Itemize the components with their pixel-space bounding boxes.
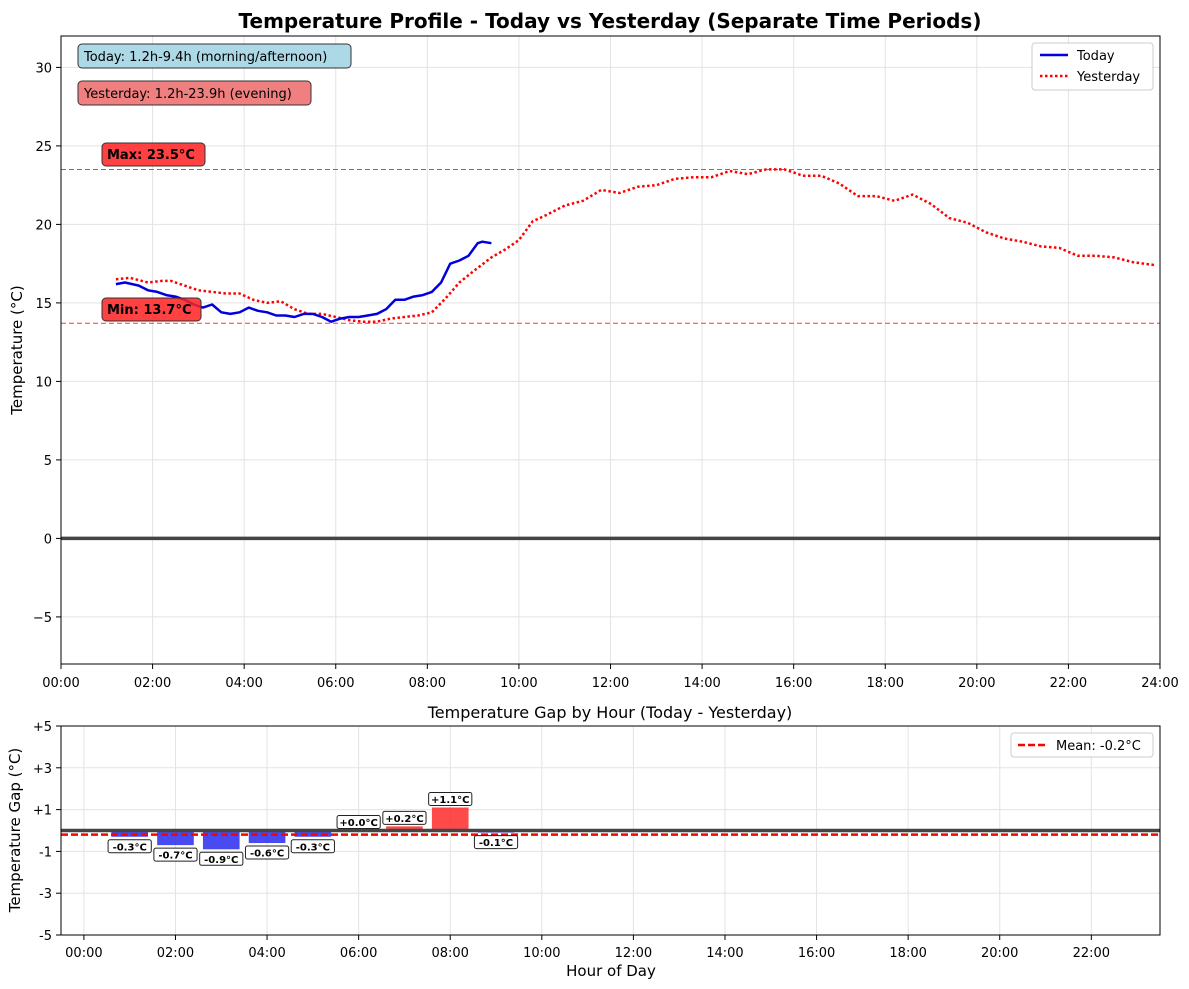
gap-bar xyxy=(111,830,149,837)
top-x-tick-label: 22:00 xyxy=(1050,676,1087,691)
top-x-tick-label: 06:00 xyxy=(317,676,354,691)
bottom-x-axis: 00:00 02:00 04:00 06:00 08:00 10:00 12:00 14:00… xyxy=(65,935,1110,961)
bottom-y-tick-label: +1 xyxy=(33,804,52,819)
gap-bar xyxy=(157,830,194,846)
top-y-tick-label: 10 xyxy=(35,375,52,390)
bottom-x-tick-label: 06:00 xyxy=(340,946,377,961)
gap-bar-label-box xyxy=(336,815,381,829)
bottom-y-tick-label: -3 xyxy=(39,887,52,902)
bottom-x-tick-label: 18:00 xyxy=(889,946,926,961)
top-chart-title: Temperature Profile - Today vs Yesterday… xyxy=(239,9,982,33)
top-legend: Today Yesterday xyxy=(1031,42,1154,91)
gap-bar-label: +0.2°C xyxy=(385,814,423,825)
top-y-tick-label: 5 xyxy=(44,454,52,469)
gap-bar-label-box xyxy=(382,810,427,825)
gap-bar-label: -0.3°C xyxy=(113,842,147,853)
gap-bar-label: -0.6°C xyxy=(250,849,284,860)
top-x-tick-label: 04:00 xyxy=(225,676,262,691)
series-line-yesterday xyxy=(115,168,1156,323)
legend-mean-label: Mean: -0.2°C xyxy=(1056,739,1141,754)
today-info-box-bg xyxy=(77,43,352,69)
max-label-text: Max: 23.5°C xyxy=(107,148,195,163)
gap-bar xyxy=(248,830,286,844)
top-x-axis: 00:00 02:00 04:00 06:00 08:00 10:00 12:00 14:00… xyxy=(42,664,1179,691)
bottom-x-tick-label: 12:00 xyxy=(615,946,652,961)
bottom-x-tick-label: 10:00 xyxy=(523,946,560,961)
top-x-tick-label: 20:00 xyxy=(958,676,995,691)
yesterday-info-box: Yesterday: 1.2h-23.9h (evening) xyxy=(77,80,312,106)
bottom-x-tick-label: 08:00 xyxy=(431,946,468,961)
max-label-box: Max: 23.5°C xyxy=(101,142,206,167)
gap-bar-label: -0.1°C xyxy=(479,838,513,849)
gap-bar-label-box xyxy=(473,835,519,850)
gap-bar-label-box xyxy=(244,845,290,860)
bottom-x-tick-label: 16:00 xyxy=(798,946,835,961)
legend-yesterday-label: Yesterday xyxy=(1076,70,1140,85)
top-x-tick-label: 08:00 xyxy=(409,676,446,691)
bottom-y-tick-label: -1 xyxy=(39,845,52,860)
min-label-bg xyxy=(101,297,202,322)
bottom-x-tick-label: 14:00 xyxy=(706,946,743,961)
top-x-tick-label: 18:00 xyxy=(867,676,904,691)
gap-bar-label-box xyxy=(199,851,244,866)
bottom-legend: Mean: -0.2°C xyxy=(1010,732,1154,758)
bottom-legend-box xyxy=(1010,732,1154,758)
bottom-chart-title: Temperature Gap by Hour (Today - Yesterd… xyxy=(427,703,793,722)
bottom-reference-lines xyxy=(61,828,1160,836)
legend-today-label: Today xyxy=(1076,49,1115,64)
bottom-x-axis-label: Hour of Day xyxy=(566,962,656,980)
gap-bar-label: +0.0°C xyxy=(339,818,377,829)
bottom-bar-labels: -0.3°C -0.7°C -0.9°C -0.6°C -0.3°C +0.0°C +0.2… xyxy=(107,792,519,866)
top-x-tick-label: 00:00 xyxy=(42,676,79,691)
top-x-tick-label: 14:00 xyxy=(683,676,720,691)
gap-bar-label-box xyxy=(153,847,198,862)
top-x-tick-label: 02:00 xyxy=(134,676,171,691)
yesterday-info-text: Yesterday: 1.2h-23.9h (evening) xyxy=(83,87,292,102)
min-label-text: Min: 13.7°C xyxy=(107,303,192,318)
bottom-plot-frame xyxy=(60,725,1161,936)
bottom-x-tick-label: 02:00 xyxy=(157,946,194,961)
top-y-axis-label: Temperature (°C) xyxy=(8,285,26,415)
today-info-box: Today: 1.2h-9.4h (morning/afternoon) xyxy=(77,43,352,69)
min-label-box: Min: 13.7°C xyxy=(101,297,202,322)
gap-bar-label: -0.9°C xyxy=(204,855,238,866)
gap-bar-label: -0.3°C xyxy=(296,842,330,853)
gap-bar-label-box xyxy=(428,792,473,807)
yesterday-info-box-bg xyxy=(77,80,312,106)
bottom-y-axis: +5 +3 +1 -1 -3 -5 xyxy=(33,720,61,944)
top-x-tick-label: 12:00 xyxy=(592,676,629,691)
gap-bar xyxy=(202,830,240,850)
top-x-tick-label: 10:00 xyxy=(500,676,537,691)
top-x-tick-label: 16:00 xyxy=(775,676,812,691)
bottom-y-axis-label: Temperature Gap (°C) xyxy=(6,748,24,914)
bottom-x-tick-label: 20:00 xyxy=(981,946,1018,961)
bottom-y-tick-label: +5 xyxy=(33,720,52,735)
bottom-x-tick-label: 04:00 xyxy=(248,946,285,961)
gap-bar-label: -0.7°C xyxy=(158,851,192,862)
gap-bar-label: +1.1°C xyxy=(431,795,469,806)
bottom-x-tick-label: 00:00 xyxy=(65,946,102,961)
top-y-tick-label: 0 xyxy=(44,532,52,547)
top-reference-lines xyxy=(61,168,1160,541)
bottom-y-tick-label: -5 xyxy=(39,929,52,944)
gap-bar-label-box xyxy=(107,839,152,854)
bottom-y-tick-label: +3 xyxy=(33,762,52,777)
top-y-tick-label: −5 xyxy=(33,611,52,626)
max-label-bg xyxy=(101,142,206,167)
gap-bar-label-box xyxy=(290,839,335,854)
top-y-tick-label: 25 xyxy=(35,140,52,155)
bottom-x-tick-label: 22:00 xyxy=(1073,946,1110,961)
top-x-tick-label: 24:00 xyxy=(1141,676,1178,691)
gap-bar xyxy=(431,807,469,831)
top-y-axis: −5 0 5 10 15 20 25 30 xyxy=(33,61,61,626)
top-y-tick-label: 15 xyxy=(35,297,52,312)
top-y-tick-label: 20 xyxy=(35,218,52,233)
today-info-text: Today: 1.2h-9.4h (morning/afternoon) xyxy=(83,50,327,65)
gap-bar xyxy=(386,826,423,831)
top-y-tick-label: 30 xyxy=(35,61,52,76)
